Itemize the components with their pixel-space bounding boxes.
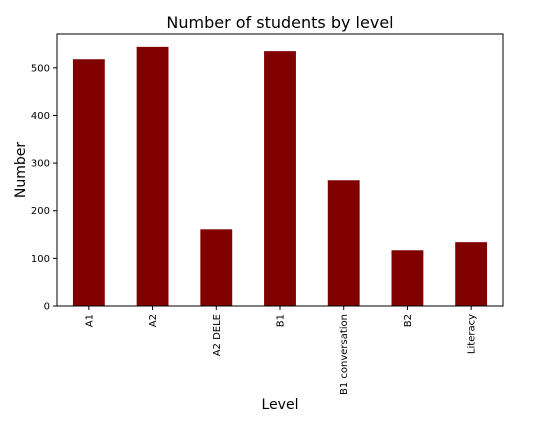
y-tick-label: 500 xyxy=(31,63,50,74)
x-tick-label: B1 xyxy=(276,314,287,327)
x-tick-label: Literacy xyxy=(467,314,478,354)
y-tick-label: 400 xyxy=(31,111,50,122)
x-tick-label: B2 xyxy=(403,314,414,327)
bar-a2 xyxy=(137,47,169,306)
y-tick-label: 300 xyxy=(31,159,50,170)
x-tick-label: A2 xyxy=(148,314,159,327)
plot-area: 0 100 200 300 400 500 A1 A2 A2 DELE B1 B1 conversa… xyxy=(31,34,503,395)
x-tick-label: B1 conversation xyxy=(339,314,350,395)
x-tick-label: A1 xyxy=(84,314,95,327)
bar-b1-conversation xyxy=(328,180,360,306)
y-tick-label: 0 xyxy=(44,302,50,313)
bar-b2 xyxy=(392,250,424,306)
x-tick-label: A2 DELE xyxy=(212,314,223,356)
bar-a1 xyxy=(73,59,105,306)
chart-title: Number of students by level xyxy=(166,13,393,32)
y-axis-label: Number xyxy=(13,142,29,198)
bar-a2-dele xyxy=(200,229,232,306)
bar-literacy xyxy=(455,242,487,306)
x-axis-label: Level xyxy=(262,397,299,413)
y-tick-label: 200 xyxy=(31,206,50,217)
bar-b1 xyxy=(264,51,296,306)
y-tick-label: 100 xyxy=(31,254,50,265)
